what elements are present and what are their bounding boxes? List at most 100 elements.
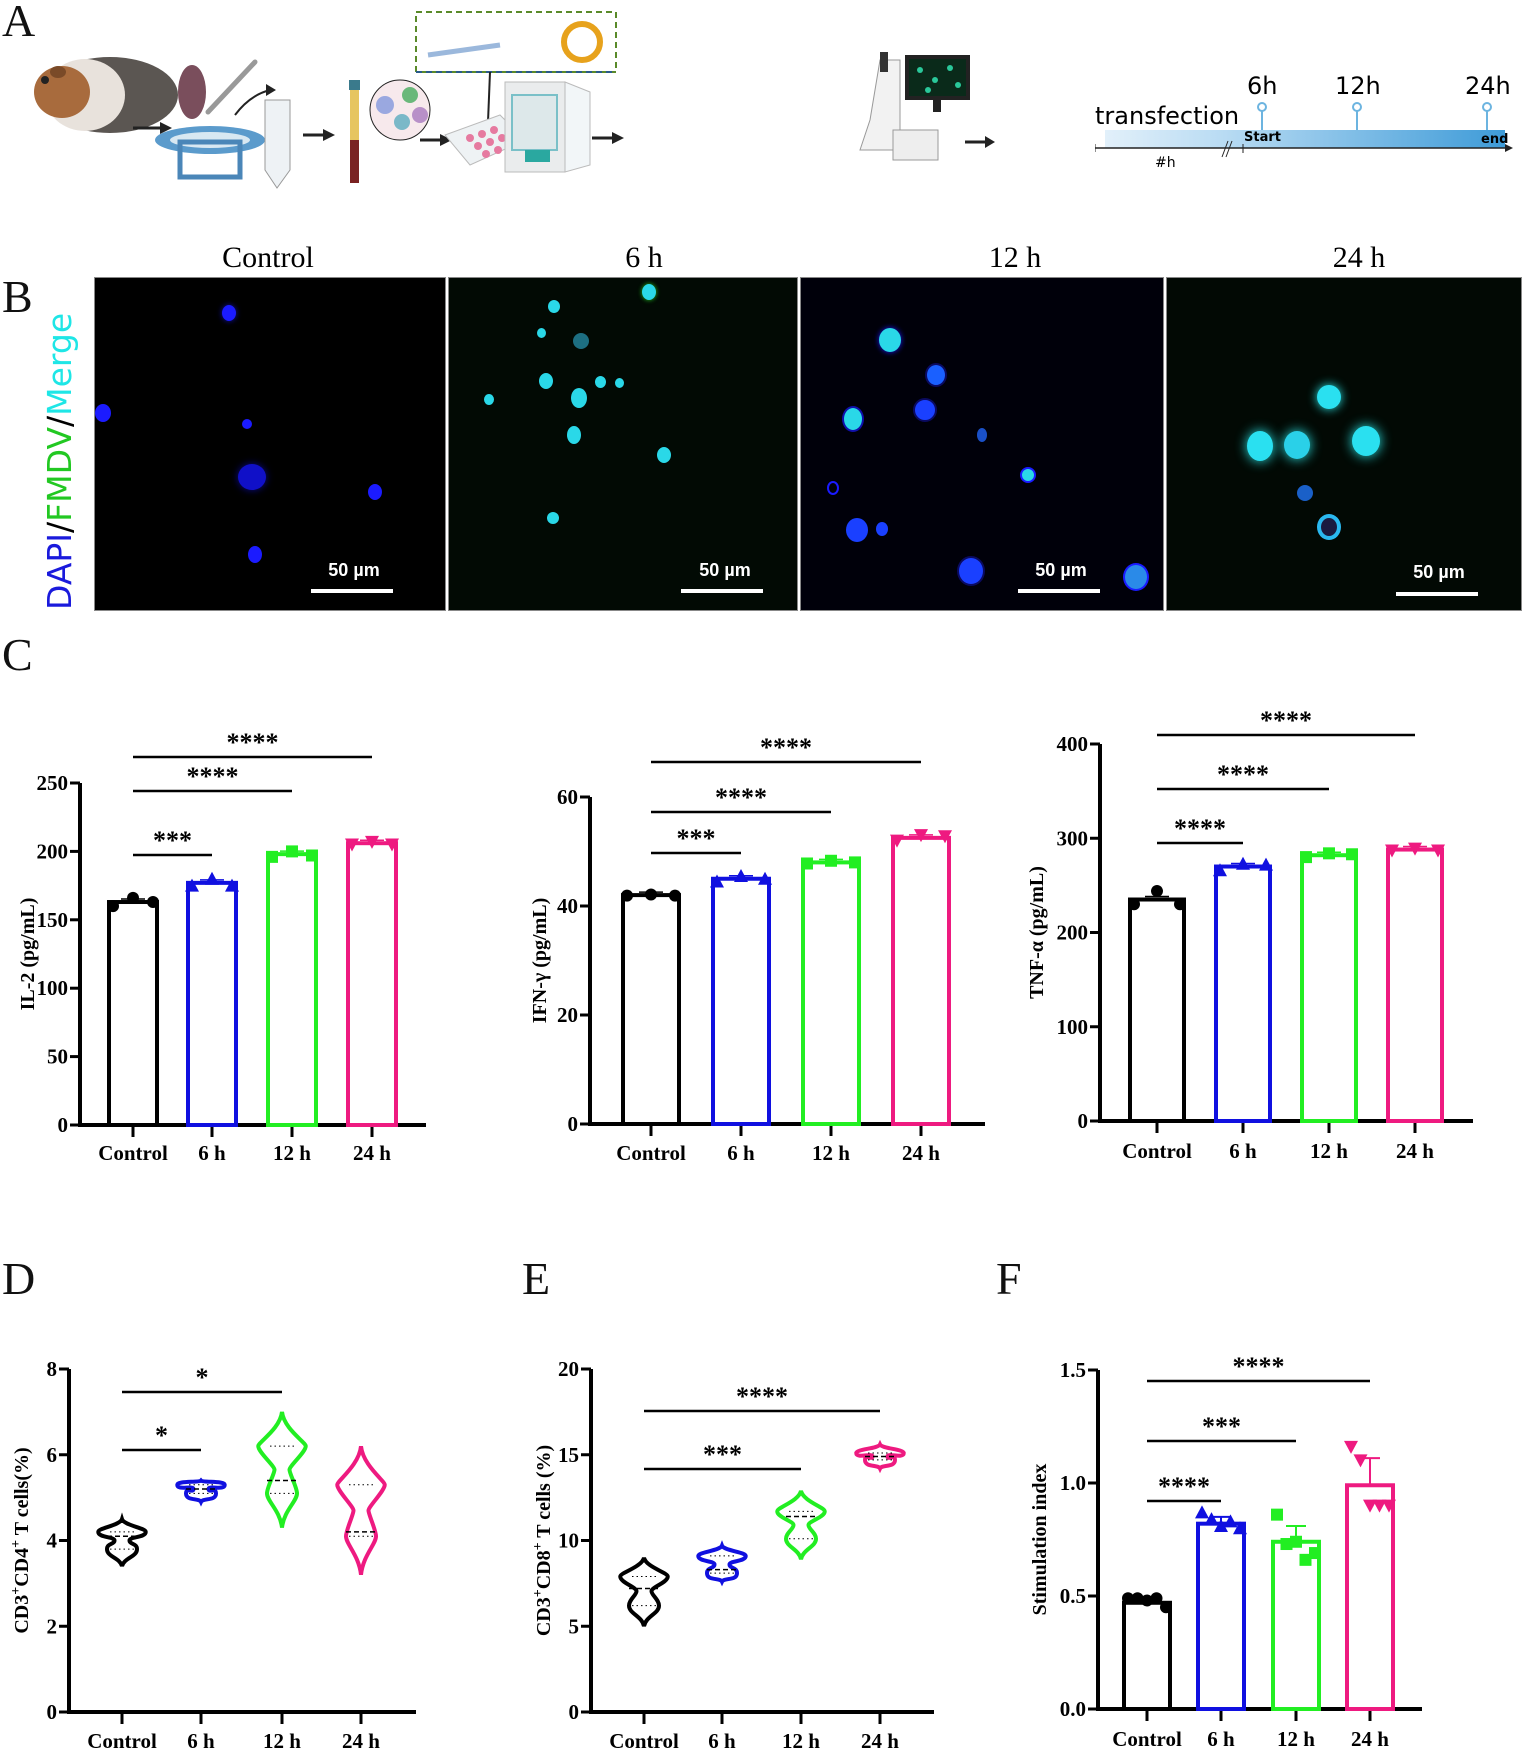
y-tick-label: 4 — [47, 1529, 58, 1553]
bar — [891, 835, 951, 1126]
x-tick-label: 24 h — [342, 1729, 380, 1751]
y-axis-label: IFN-γ (pg/mL) — [529, 898, 551, 1023]
violin — [96, 1512, 148, 1567]
y-tick-label: 0 — [1078, 1109, 1089, 1133]
y-axis-label: TNF-α (pg/mL) — [1026, 866, 1048, 999]
y-tick-label: 10 — [558, 1529, 579, 1553]
guinea-pig-icon — [34, 57, 178, 133]
x-tick-label: Control — [98, 1141, 168, 1165]
micrograph-control: 50 µm — [94, 277, 446, 611]
micrograph-12h: 50 µm — [800, 277, 1164, 611]
x-tick-label: Control — [609, 1729, 679, 1751]
significance-label: *** — [677, 824, 716, 853]
y-tick-label: 1.0 — [1060, 1471, 1086, 1495]
chart-c-ifng: 0 20 40 60 Control 6 h 12 h 24 h IFN-γ (pg/mL) **… — [529, 733, 985, 1165]
significance-label: **** — [760, 733, 812, 762]
x-tick-label: 12 h — [263, 1729, 301, 1751]
micro-title-24h: 24 h — [1332, 241, 1386, 274]
y-tick-label: 200 — [37, 839, 69, 863]
y-tick-label: 0.5 — [1060, 1584, 1086, 1608]
y-axis-label: IL-2 (pg/mL) — [17, 898, 39, 1011]
y-axis-label: CD3+CD8+ T cells (%) — [531, 1445, 555, 1636]
y-tick-label: 50 — [47, 1045, 68, 1069]
x-tick-label: 6 h — [1229, 1139, 1257, 1163]
blood-tube-icon — [349, 79, 431, 183]
bar — [186, 880, 238, 1128]
y-tick-label: 1.5 — [1060, 1358, 1086, 1382]
x-tick-label: 24 h — [861, 1729, 899, 1751]
significance-label: **** — [1217, 760, 1269, 789]
y-tick-label: 400 — [1057, 732, 1089, 756]
significance-label: **** — [1233, 1352, 1285, 1381]
y-tick-label: 200 — [1057, 921, 1089, 945]
x-tick-label: Control — [1112, 1727, 1182, 1751]
bar — [1300, 853, 1358, 1124]
violin — [335, 1445, 387, 1576]
chart-f-si: 0.0 0.5 1.0 1.5 Control 6 h 12 h 24 h Stimulatio… — [1029, 1352, 1422, 1751]
timeline-end-label: end — [1481, 132, 1509, 147]
x-tick-label: 24 h — [902, 1141, 940, 1165]
plasmid-box-icon — [415, 11, 617, 73]
y-tick-label: 0 — [47, 1700, 58, 1724]
violin — [854, 1439, 906, 1474]
y-axis-label: Stimulation index — [1029, 1464, 1051, 1616]
y-tick-label: 40 — [557, 894, 578, 918]
scale-bar-label: 50 µm — [1413, 562, 1465, 582]
x-tick-label: 24 h — [353, 1141, 391, 1165]
timeline-pre-duration: #h — [1155, 155, 1176, 171]
x-tick-label: 12 h — [812, 1141, 850, 1165]
significance-label: **** — [1174, 814, 1226, 843]
microscope-icon — [859, 52, 970, 161]
y-tick-label: 20 — [557, 1003, 578, 1027]
scale-bar — [1018, 589, 1100, 593]
x-tick-label: 6 h — [708, 1729, 736, 1751]
x-tick-label: 12 h — [1310, 1139, 1348, 1163]
violin — [775, 1490, 827, 1560]
scale-bar — [311, 589, 393, 593]
y-tick-label: 0 — [568, 1112, 579, 1136]
y-tick-label: 20 — [558, 1357, 579, 1381]
bar — [801, 860, 861, 1127]
x-tick-label: 12 h — [273, 1141, 311, 1165]
x-tick-label: 12 h — [782, 1729, 820, 1751]
x-tick-label: Control — [616, 1141, 686, 1165]
significance-label: **** — [187, 762, 239, 791]
scale-bar — [1396, 592, 1478, 596]
y-tick-label: 0.0 — [1060, 1697, 1086, 1721]
significance-label: * — [155, 1421, 168, 1450]
bar — [266, 852, 318, 1127]
scale-bar-label: 50 µm — [328, 560, 380, 580]
bar — [1345, 1483, 1395, 1712]
timeline: transfection #h Start end 6h 12h 24h — [1094, 60, 1535, 180]
x-tick-label: Control — [87, 1729, 157, 1751]
scale-bar-label: 50 µm — [699, 560, 751, 580]
bar — [346, 841, 398, 1128]
centrifuge-tube-icon — [264, 99, 291, 189]
y-tick-label: 0 — [58, 1113, 69, 1137]
y-tick-label: 60 — [557, 785, 578, 809]
significance-label: **** — [227, 728, 279, 757]
x-tick-label: 24 h — [1396, 1139, 1434, 1163]
y-tick-label: 0 — [569, 1700, 580, 1724]
bar — [107, 900, 159, 1127]
significance-label: *** — [153, 826, 192, 855]
y-tick-label: 15 — [558, 1443, 579, 1467]
bar — [1214, 864, 1272, 1124]
violin — [696, 1540, 748, 1587]
panel-letter-a: A — [2, 0, 36, 46]
bar — [1386, 847, 1444, 1123]
violin — [618, 1556, 670, 1627]
y-tick-label: 6 — [47, 1443, 58, 1467]
x-tick-label: 6 h — [1207, 1727, 1235, 1751]
significance-label: **** — [1260, 706, 1312, 735]
micro-title-6h: 6 h — [625, 241, 663, 274]
chart-c-tnfa: 0 100 200 300 400 Control 6 h 12 h 24 h TNF-α (pg… — [1026, 706, 1473, 1163]
x-tick-label: Control — [1122, 1139, 1192, 1163]
panel-letter-f: F — [996, 1253, 1022, 1304]
micrograph-24h: 50 µm — [1166, 277, 1522, 611]
y-tick-label: 5 — [569, 1614, 580, 1638]
violin — [256, 1411, 308, 1528]
timeline-marker-24h: 24h — [1465, 72, 1511, 100]
violin — [175, 1477, 227, 1507]
